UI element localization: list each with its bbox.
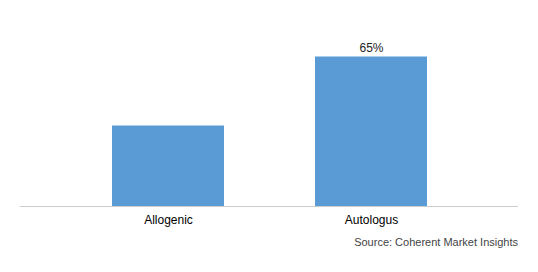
svg-text:Allogenic: Allogenic bbox=[144, 213, 193, 227]
svg-text:Autologus: Autologus bbox=[345, 213, 398, 227]
html-text:Source: Coherent Market Insigh: Source: Coherent Market Insights bbox=[354, 236, 518, 248]
svg-text:65%: 65% bbox=[359, 41, 383, 55]
